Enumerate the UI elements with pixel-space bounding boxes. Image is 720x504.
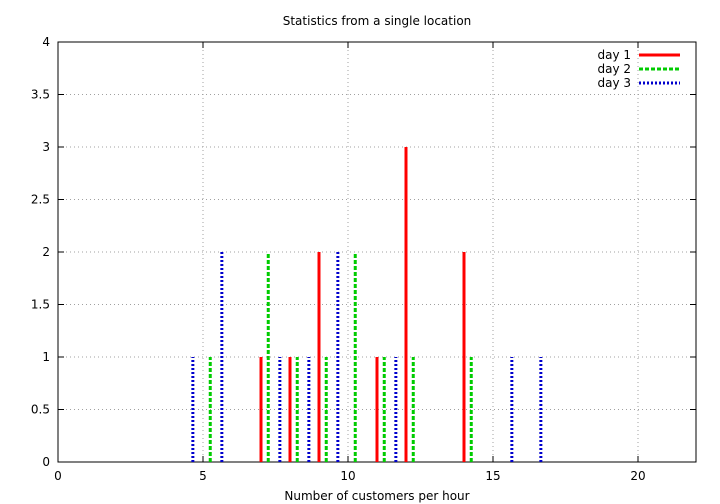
y-tick-label: 1 — [42, 350, 50, 364]
y-tick-label: 0 — [42, 455, 50, 469]
legend-label: day 1 — [597, 48, 631, 62]
chart-title: Statistics from a single location — [283, 14, 472, 28]
x-tick-label: 10 — [340, 469, 355, 483]
y-tick-label: 4 — [42, 35, 50, 49]
x-tick-label: 15 — [485, 469, 500, 483]
y-tick-label: 3.5 — [31, 88, 50, 102]
series-3 — [191, 252, 543, 462]
axis-ticks: 0 0.5 1 1.5 2 2.5 3 3.5 4 0 5 10 15 20 — [31, 35, 696, 483]
y-tick-label: 2 — [42, 245, 50, 259]
y-tick-label: 3 — [42, 140, 50, 154]
legend-label: day 3 — [597, 76, 631, 90]
bars — [191, 147, 543, 462]
x-tick-label: 5 — [199, 469, 207, 483]
x-axis-label: Number of customers per hour — [284, 489, 469, 503]
x-tick-label: 0 — [54, 469, 62, 483]
y-tick-label: 1.5 — [31, 298, 50, 312]
series-2 — [208, 252, 473, 462]
series-1 — [259, 147, 466, 462]
y-tick-label: 2.5 — [31, 193, 50, 207]
legend-label: day 2 — [597, 62, 631, 76]
x-tick-label: 20 — [630, 469, 645, 483]
y-tick-label: 0.5 — [31, 403, 50, 417]
